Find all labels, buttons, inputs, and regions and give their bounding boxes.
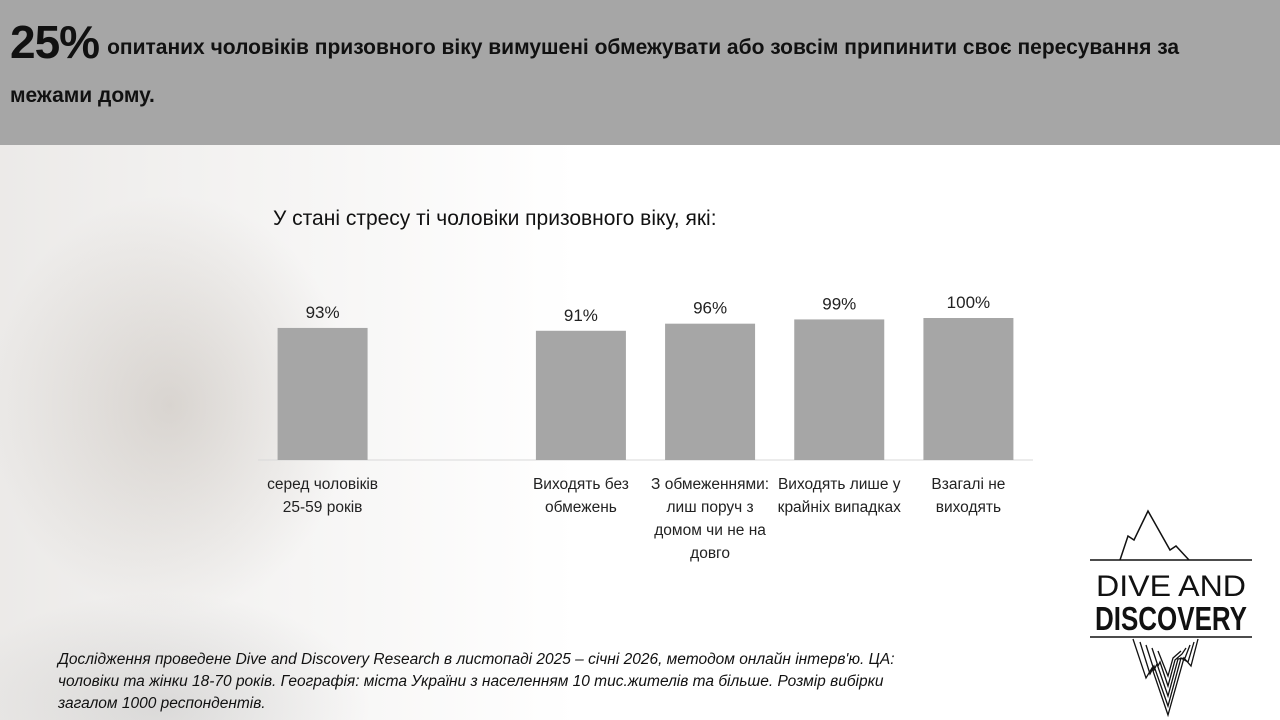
data-label: 91% [564, 306, 598, 325]
data-label: 100% [947, 293, 990, 312]
category-label: Виходять лише у крайніх випадках [777, 476, 901, 516]
bar [535, 330, 626, 460]
background-photo [0, 145, 1280, 720]
data-label: 93% [306, 303, 340, 322]
svg-text:DISCOVERY: DISCOVERY [1095, 600, 1247, 637]
dive-and-discovery-logo: DIVE AND DISCOVERY [1090, 509, 1252, 718]
headline: 25% опитаних чоловіків призовного віку ви… [10, 18, 1260, 120]
bar [277, 327, 368, 460]
methodology-note: Дослідження проведене Dive and Discovery… [58, 651, 895, 712]
category-label: Виходять без обмежень [532, 476, 629, 516]
bar [794, 319, 885, 460]
header-banner: 25% опитаних чоловіків призовного віку ви… [0, 0, 1280, 145]
bar [665, 323, 756, 460]
category-label: серед чоловіків 25-59 років [267, 476, 379, 516]
headline-percent: 25% [10, 16, 100, 68]
bar [923, 318, 1014, 460]
chart-title: У стані стресу ті чоловіки призовного ві… [273, 207, 717, 230]
category-label: З обмеженнями: лиш поруч з домом чи не н… [651, 476, 770, 562]
data-label: 96% [693, 299, 727, 318]
category-label: Взагалі не виходять [931, 476, 1006, 516]
headline-text: опитаних чоловіків призовного віку вимуш… [10, 36, 1180, 107]
svg-text:DIVE AND: DIVE AND [1096, 570, 1246, 603]
data-label: 99% [822, 294, 856, 313]
